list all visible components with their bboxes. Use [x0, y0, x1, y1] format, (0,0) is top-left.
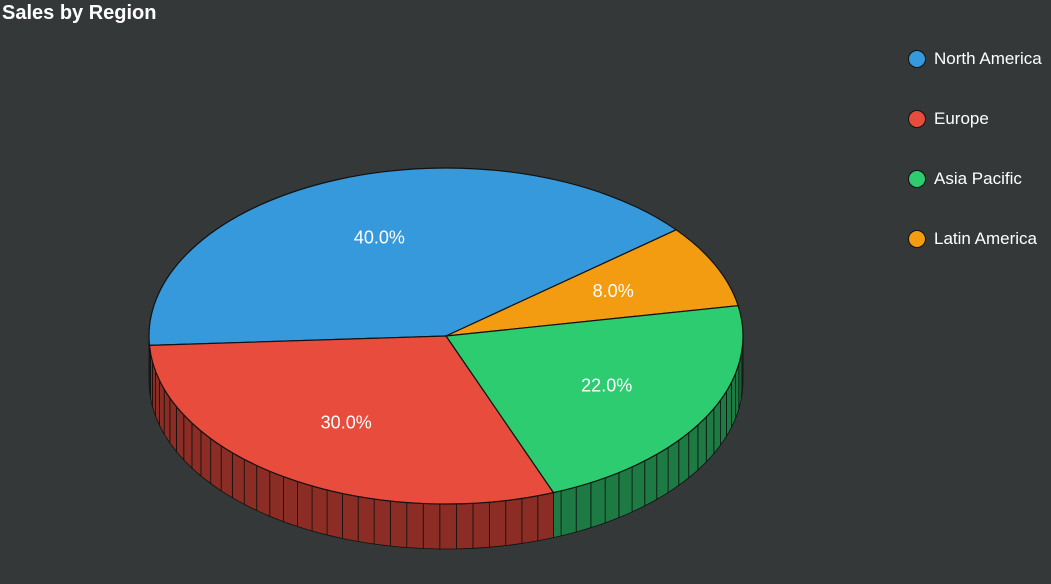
pie-side-strip — [373, 498, 391, 547]
pie-side-strip — [455, 502, 474, 550]
pie-side-strip — [631, 460, 646, 513]
pie-side-strip — [326, 489, 343, 539]
legend-swatch — [908, 170, 926, 188]
pie-side-strip — [357, 496, 375, 545]
legend-item-latin-america[interactable]: Latin America — [908, 228, 1051, 250]
pie-side-strip — [243, 458, 258, 512]
pie-side-strip — [231, 452, 245, 505]
pie-slice-asia-pacific — [444, 305, 744, 494]
pie-side-strip — [604, 472, 620, 524]
legend-label: Europe — [934, 109, 989, 128]
pie-side-strip — [488, 500, 507, 548]
pie-side-strip — [256, 464, 271, 517]
pie-side-strip — [521, 495, 539, 544]
pie-slice-latin-america — [445, 229, 739, 337]
pie-side-strip — [311, 485, 328, 536]
legend-swatch — [908, 230, 926, 248]
pie-side-strip — [678, 432, 690, 487]
slice-label-asia-pacific: 22.0% — [581, 376, 632, 396]
pie-slice-north-america — [148, 167, 678, 346]
slice-label-latin-america: 8.0% — [593, 281, 634, 301]
pie-side-strip — [422, 503, 441, 550]
legend-item-asia-pacific[interactable]: Asia Pacific — [908, 168, 1051, 190]
pie-side-strip — [697, 415, 707, 471]
legend-swatch — [908, 110, 926, 128]
pie-side-strip — [590, 477, 606, 529]
pie-labels: 40.0% 8.0% 22.0% 30.0% — [321, 228, 634, 433]
legend-swatch — [908, 50, 926, 68]
pie-slice-europe — [148, 335, 555, 505]
pie-side-strip — [406, 502, 424, 549]
pie-side-strip — [200, 430, 212, 485]
pie-sides — [148, 335, 744, 550]
slice-label-europe: 30.0% — [321, 412, 372, 432]
pie-side-strip — [439, 503, 457, 550]
chart-title: Sales by Region — [2, 2, 157, 24]
pie-side-strip — [220, 445, 233, 499]
pie-side-strip — [553, 490, 562, 539]
pie-side-strip — [656, 446, 669, 501]
legend-item-europe[interactable]: Europe — [908, 108, 1051, 130]
pie-side-strip — [537, 492, 554, 542]
pie-side-strip — [575, 482, 592, 533]
pie-side-strip — [269, 470, 284, 523]
pie-side-strip — [183, 413, 193, 469]
pie-side-strip — [667, 439, 680, 494]
pie-side-strip — [210, 437, 222, 492]
pie-side-europe — [149, 345, 554, 550]
legend-label: Latin America — [934, 229, 1037, 248]
pie-side-strip — [472, 501, 490, 549]
pie-side-strip — [191, 422, 202, 477]
pie-side-strip — [560, 486, 577, 537]
pie-side-strip — [282, 476, 298, 528]
legend-label: Asia Pacific — [934, 169, 1022, 188]
pie-side-strip — [505, 497, 523, 547]
legend-item-north-america[interactable]: North America — [908, 48, 1051, 70]
pie-side-strip — [644, 453, 658, 507]
pie-side-strip — [297, 480, 313, 532]
slice-label-north-america: 40.0% — [354, 228, 405, 248]
legend: North America Europe Asia Pacific Latin Ame… — [908, 48, 1051, 288]
pie-side-strip — [688, 424, 699, 479]
pie-side-asia-pacific — [553, 335, 744, 539]
legend-label: North America — [934, 49, 1042, 68]
pie-side-strip — [389, 500, 408, 548]
pie-side-strip — [618, 466, 633, 519]
pie-top — [148, 167, 744, 505]
pie-side-strip — [342, 492, 359, 542]
